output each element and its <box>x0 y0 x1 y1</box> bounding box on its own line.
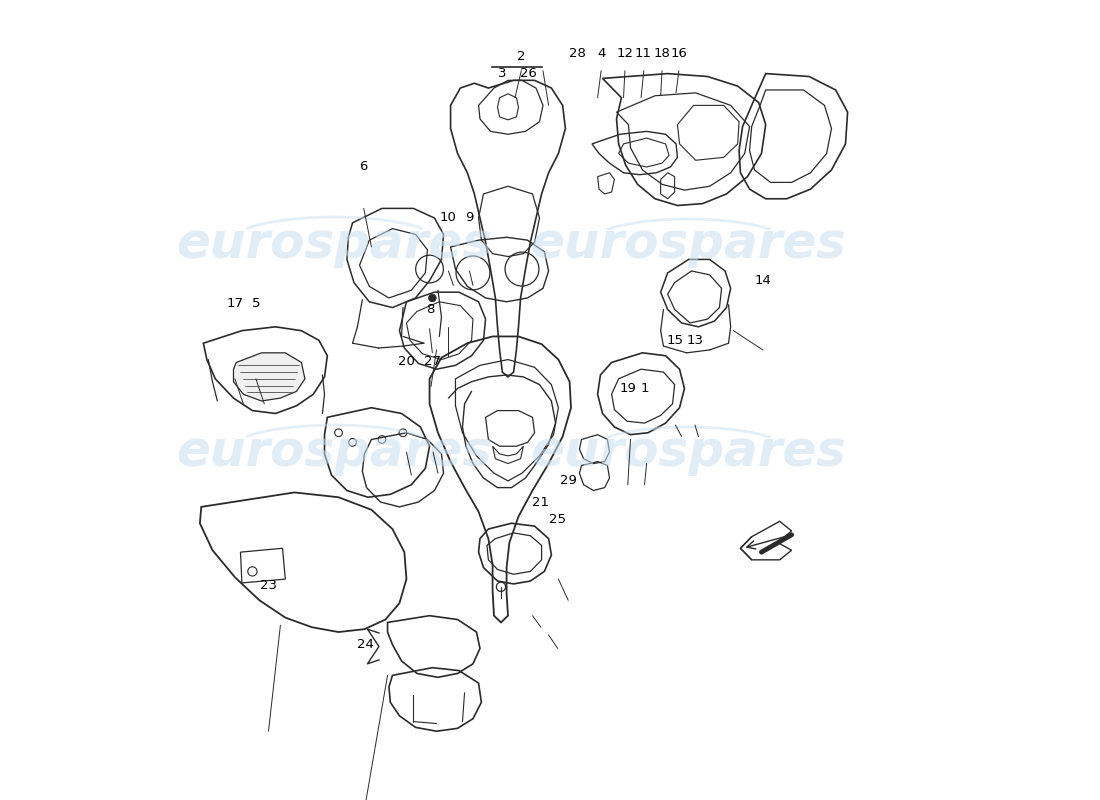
Text: 14: 14 <box>755 274 771 286</box>
Text: 23: 23 <box>261 578 277 592</box>
Text: 15: 15 <box>667 334 684 347</box>
Text: 24: 24 <box>356 638 374 651</box>
Text: 10: 10 <box>440 210 456 223</box>
Text: 17: 17 <box>227 297 243 310</box>
Text: 26: 26 <box>520 66 537 79</box>
Text: 29: 29 <box>560 474 576 487</box>
Text: 3: 3 <box>498 66 506 79</box>
Text: 6: 6 <box>360 161 367 174</box>
Text: 4: 4 <box>597 47 606 60</box>
Text: eurospares: eurospares <box>176 428 493 476</box>
Text: 12: 12 <box>616 47 634 60</box>
Text: 13: 13 <box>686 334 703 347</box>
Text: 20: 20 <box>397 355 415 368</box>
Text: eurospares: eurospares <box>530 220 847 268</box>
Text: 28: 28 <box>570 47 586 60</box>
Text: 19: 19 <box>619 382 636 394</box>
Text: 1: 1 <box>640 382 649 394</box>
Text: 11: 11 <box>635 47 651 60</box>
Text: 5: 5 <box>252 297 260 310</box>
Polygon shape <box>233 353 305 401</box>
Text: 9: 9 <box>465 210 473 223</box>
Text: 18: 18 <box>653 47 670 60</box>
Text: eurospares: eurospares <box>530 428 847 476</box>
Text: eurospares: eurospares <box>176 220 493 268</box>
Text: 2: 2 <box>517 50 526 63</box>
Text: 21: 21 <box>532 495 549 509</box>
Text: 27: 27 <box>425 355 441 368</box>
Text: 25: 25 <box>549 513 566 526</box>
Circle shape <box>429 294 437 302</box>
Text: 16: 16 <box>671 47 688 60</box>
Text: 8: 8 <box>427 303 434 316</box>
Polygon shape <box>740 522 792 560</box>
